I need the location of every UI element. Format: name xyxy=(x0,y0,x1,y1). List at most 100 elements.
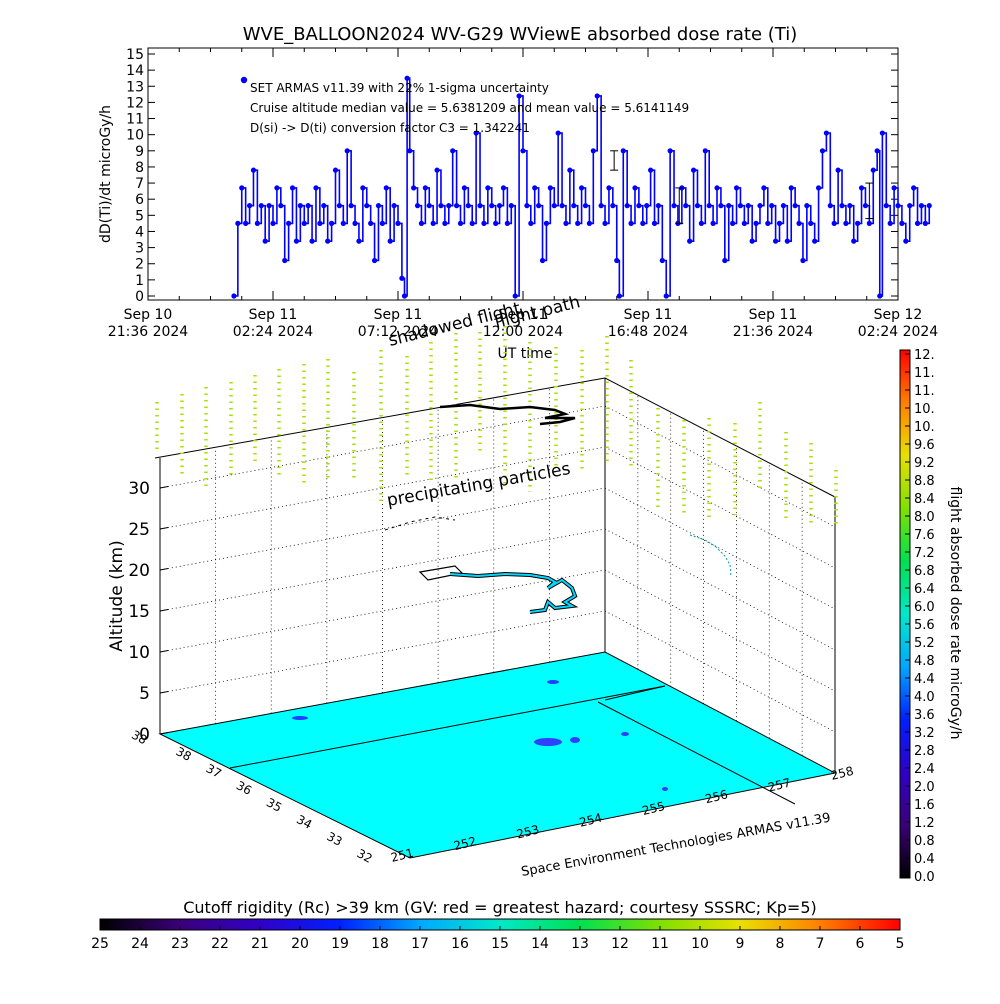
dose-rate-point xyxy=(516,93,522,99)
dose-rate-point xyxy=(383,185,389,191)
dose-colorbar-tick-label: 2.8 xyxy=(914,744,935,759)
longitude-tick-label: 256 xyxy=(704,787,730,806)
dose-rate-point xyxy=(411,185,417,191)
dose-rate-point xyxy=(414,203,421,209)
dose-rate-point xyxy=(266,203,272,209)
dose-rate-point xyxy=(317,220,323,226)
dose-rate-point xyxy=(694,203,701,209)
dose-rate-point xyxy=(858,185,865,191)
dose-rate-point xyxy=(926,203,932,209)
dose-rate-point xyxy=(543,220,550,226)
dose-rate-point xyxy=(757,203,763,209)
dose-rate-point xyxy=(745,203,751,209)
ground-dose-mark xyxy=(547,680,559,684)
dose-colorbar-tick-label: 2.4 xyxy=(914,762,935,777)
dose-rate-point xyxy=(422,185,428,191)
dose-rate-point xyxy=(375,203,382,209)
dose-rate-point xyxy=(328,220,335,226)
dose-rate-point xyxy=(606,185,612,191)
dose-rate-point xyxy=(610,203,616,209)
dose-rate-point xyxy=(624,203,630,209)
rigidity-colorbar-tick-label: 6 xyxy=(856,936,865,952)
dose-rate-point xyxy=(450,148,456,154)
rigidity-colorbar-tick-label: 12 xyxy=(611,936,629,952)
dose-rate-point xyxy=(493,220,499,226)
dose-rate-point xyxy=(571,203,577,209)
dose-rate-point xyxy=(371,257,378,264)
altitude-gridline xyxy=(604,610,836,733)
dose-rate-point xyxy=(899,220,905,226)
dose-rate-point xyxy=(469,220,475,226)
dose-rate-point xyxy=(862,203,869,209)
dose-rate-point xyxy=(922,220,928,226)
dose-rate-point xyxy=(714,185,720,191)
dose-rate-point xyxy=(879,130,885,136)
dose-rate-point xyxy=(690,167,697,173)
y-tick-label: 9 xyxy=(135,144,144,160)
dose-rate-point xyxy=(655,203,662,209)
dose-rate-point xyxy=(391,203,397,209)
ground-dose-mark xyxy=(534,738,562,746)
dose-rate-point xyxy=(663,293,669,299)
dose-rate-point xyxy=(575,220,581,226)
flight-track xyxy=(449,572,577,613)
map-state-border xyxy=(597,701,796,805)
annotation-conversion-factor: D(si) -> D(ti) conversion factor C3 = 1.… xyxy=(250,121,530,135)
dose-colorbar-tick-label: 12. xyxy=(914,348,935,363)
y-tick-label: 14 xyxy=(126,63,144,79)
rigidity-colorbar-tick-label: 17 xyxy=(411,936,429,952)
dose-rate-point xyxy=(741,220,747,226)
flight-path-shadow xyxy=(384,516,456,531)
dose-colorbar-tick-label: 3.6 xyxy=(914,708,935,723)
ground-dose-mark xyxy=(621,732,629,736)
dose-rate-point xyxy=(289,185,296,191)
y-tick-label: 13 xyxy=(126,79,144,95)
altitude-tick-label: 30 xyxy=(128,479,150,499)
dose-colorbar-tick-label: 0.4 xyxy=(914,852,935,867)
rigidity-colorbar-tick-label: 10 xyxy=(691,936,709,952)
latitude-tick-label: 35 xyxy=(264,795,284,815)
altitude-tick-label: 25 xyxy=(128,520,150,540)
altitude-gridline xyxy=(604,569,836,692)
dose-rate-point xyxy=(648,167,654,173)
dose-rate-point xyxy=(843,220,849,226)
dose-colorbar-tick-label: 9.6 xyxy=(914,438,935,453)
dose-rate-point xyxy=(496,203,503,209)
dose-rate-point xyxy=(239,185,245,191)
x-tick-date: Sep 11 xyxy=(374,307,423,323)
dose-rate-point xyxy=(702,148,708,154)
dose-rate-point xyxy=(442,220,448,226)
altitude-tick-label: 20 xyxy=(128,561,150,581)
altitude-tick-mark xyxy=(159,568,169,571)
dose-rate-point xyxy=(855,220,861,226)
rigidity-colorbar-tick-label: 11 xyxy=(651,936,669,952)
dose-colorbar-tick-label: 0.0 xyxy=(914,870,935,885)
dose-rate-point xyxy=(907,203,913,209)
dose-rate-point xyxy=(594,93,600,99)
dose-rate-point xyxy=(847,203,853,209)
dose-colorbar-tick-label: 7.2 xyxy=(914,546,935,561)
longitude-tick-label: 258 xyxy=(829,764,855,783)
dose-rate-point xyxy=(823,130,829,136)
rigidity-colorbar-tick-label: 14 xyxy=(531,936,549,952)
dose-rate-point xyxy=(309,238,315,244)
altitude-tick-mark xyxy=(159,691,169,694)
cutoff-rigidity-title: Cutoff rigidity (Rc) >39 km (GV: red = g… xyxy=(183,898,817,917)
dose-colorbar-tick-label: 8.4 xyxy=(914,492,935,507)
dose-rate-point xyxy=(465,203,471,209)
dose-rate-point xyxy=(254,220,260,226)
altitude-gridline xyxy=(604,487,836,610)
rigidity-colorbar-tick-label: 7 xyxy=(816,936,825,952)
dose-rate-colorbar-ticks: 12. 11. 11. 10. 10. 9.6 9.2 8.8 8.4 8.0 7.6 7.2 6.8 6… xyxy=(905,348,935,885)
dose-rate-point xyxy=(911,185,917,191)
dose-rate-point xyxy=(551,203,557,209)
altitude-axis-label: Altitude (km) xyxy=(107,540,127,652)
annotation-armas-version: SET ARMAS v11.39 with 22% 1-sigma uncert… xyxy=(250,81,549,95)
dose-rate-point xyxy=(737,203,744,209)
dose-rate-point xyxy=(512,293,518,299)
dose-rate-point xyxy=(851,238,857,244)
dose-rate-point xyxy=(765,220,771,226)
dose-rate-point xyxy=(559,203,565,209)
dose-rate-point xyxy=(352,220,358,226)
